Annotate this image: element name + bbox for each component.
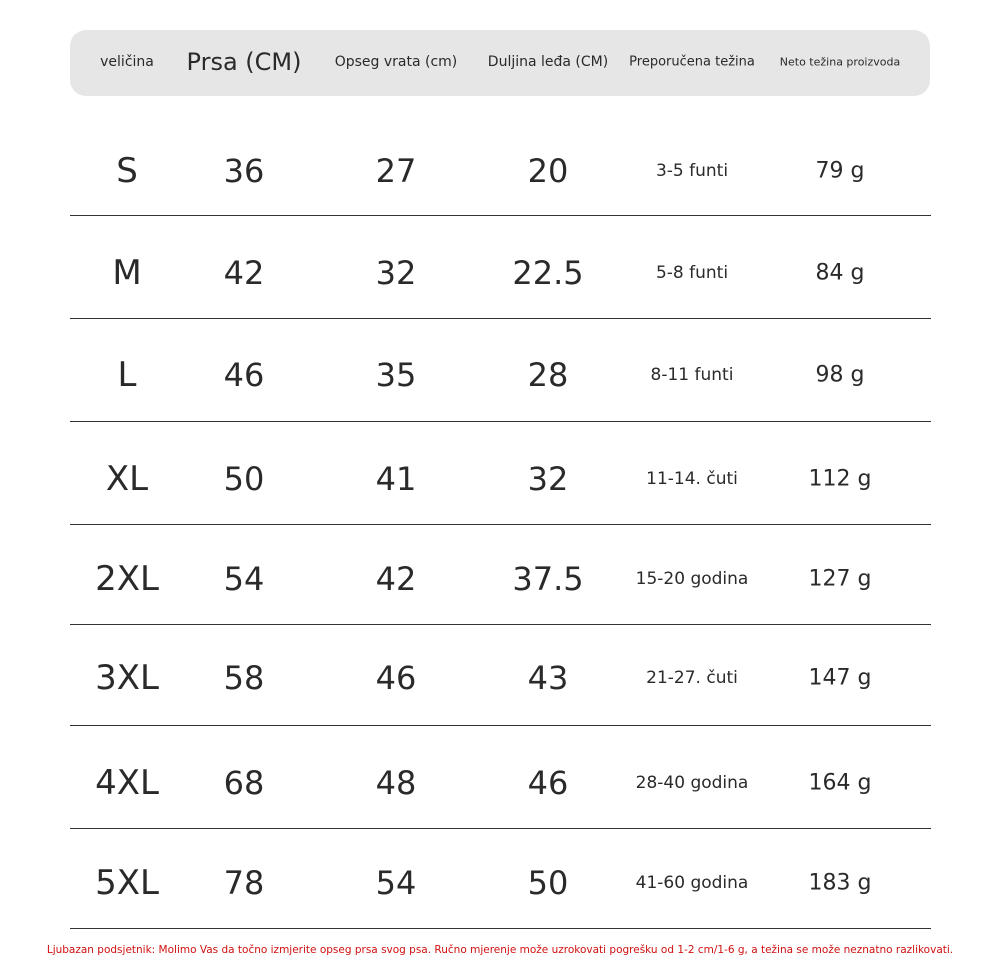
table-cell: 3XL bbox=[95, 658, 159, 698]
column-header: Preporučena težina bbox=[629, 54, 755, 70]
table-cell: 46 bbox=[375, 659, 417, 697]
table-cell: 98 g bbox=[815, 362, 865, 388]
row-divider bbox=[70, 624, 931, 625]
table-cell: 43 bbox=[527, 659, 569, 697]
table-cell: 46 bbox=[527, 764, 569, 802]
table-cell: 41-60 godina bbox=[635, 873, 749, 893]
row-divider bbox=[70, 524, 931, 525]
table-cell: 58 bbox=[223, 659, 265, 697]
table-cell: 48 bbox=[375, 764, 417, 802]
table-cell: 68 bbox=[223, 764, 265, 802]
footer-note: Ljubazan podsjetnik: Molimo Vas da točno… bbox=[46, 944, 954, 956]
table-cell: 54 bbox=[223, 560, 265, 598]
table-cell: 147 g bbox=[808, 665, 872, 691]
table-cell: 15-20 godina bbox=[635, 569, 749, 589]
table-cell: 183 g bbox=[808, 870, 872, 896]
table-cell: 32 bbox=[527, 460, 569, 498]
table-cell: 28 bbox=[527, 356, 569, 394]
table-cell: 21-27. čuti bbox=[646, 668, 738, 688]
table-cell: 50 bbox=[527, 864, 569, 902]
table-cell: 28-40 godina bbox=[635, 773, 749, 793]
column-header: Opseg vrata (cm) bbox=[334, 54, 458, 70]
table-cell: 41 bbox=[375, 460, 417, 498]
table-cell: 42 bbox=[223, 254, 265, 292]
table-cell: 54 bbox=[375, 864, 417, 902]
table-cell: XL bbox=[105, 459, 149, 499]
header-bar bbox=[70, 30, 930, 96]
table-cell: 5XL bbox=[95, 863, 159, 903]
table-cell: 27 bbox=[375, 152, 417, 190]
table-cell: 5-8 funti bbox=[655, 263, 729, 283]
table-cell: 46 bbox=[223, 356, 265, 394]
table-cell: M bbox=[112, 253, 142, 293]
row-divider bbox=[70, 318, 931, 319]
table-cell: 112 g bbox=[808, 466, 872, 492]
table-cell: 8-11 funti bbox=[650, 365, 734, 385]
table-cell: 84 g bbox=[815, 260, 865, 286]
table-cell: 79 g bbox=[815, 158, 865, 184]
table-cell: 37.5 bbox=[512, 560, 584, 598]
row-divider bbox=[70, 421, 931, 422]
table-cell: 36 bbox=[223, 152, 265, 190]
table-cell: 11-14. čuti bbox=[646, 469, 738, 489]
table-cell: 164 g bbox=[808, 770, 872, 796]
column-header: Neto težina proizvoda bbox=[779, 55, 901, 69]
row-divider bbox=[70, 215, 931, 216]
table-cell: 78 bbox=[223, 864, 265, 902]
table-cell: L bbox=[117, 355, 137, 395]
table-cell: 127 g bbox=[808, 566, 872, 592]
column-header: Duljina leđa (CM) bbox=[487, 54, 609, 70]
table-cell: 20 bbox=[527, 152, 569, 190]
table-cell: 50 bbox=[223, 460, 265, 498]
row-divider bbox=[70, 828, 931, 829]
table-cell: S bbox=[116, 151, 138, 191]
row-divider bbox=[70, 928, 931, 929]
row-divider bbox=[70, 725, 931, 726]
table-cell: 4XL bbox=[95, 763, 159, 803]
table-cell: 22.5 bbox=[512, 254, 584, 292]
table-cell: 3-5 funti bbox=[655, 161, 729, 181]
table-cell: 2XL bbox=[95, 559, 159, 599]
table-cell: 35 bbox=[375, 356, 417, 394]
column-header: Prsa (CM) bbox=[186, 48, 302, 76]
table-cell: 32 bbox=[375, 254, 417, 292]
table-cell: 42 bbox=[375, 560, 417, 598]
column-header: veličina bbox=[100, 54, 154, 70]
